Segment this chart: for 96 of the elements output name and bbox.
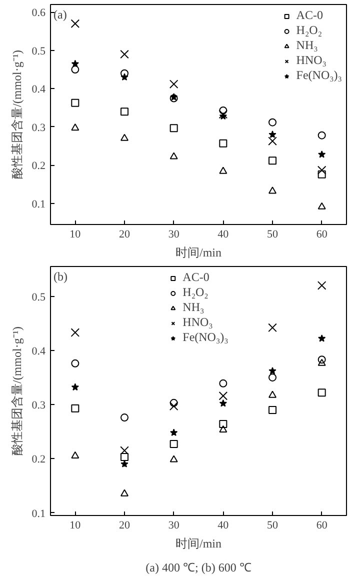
legend-label: HNO₃: [182, 315, 213, 330]
point: [120, 489, 128, 496]
point: [120, 50, 129, 59]
y-tick-label: 0.3: [32, 122, 46, 134]
point: [71, 404, 80, 412]
point: [318, 150, 326, 158]
point: [318, 334, 326, 342]
legend-label: AC-0: [296, 8, 323, 23]
legend-label: NH₃: [182, 300, 204, 315]
point: [219, 112, 227, 120]
y-tick-label: 0.5: [32, 291, 46, 304]
point: [71, 359, 80, 368]
point: [219, 166, 228, 174]
y-tick-label: 0.5: [32, 45, 46, 58]
point: [170, 398, 178, 407]
point: [268, 130, 276, 138]
legend-label: H₂O₂: [182, 285, 208, 300]
point: [219, 379, 228, 388]
point: [71, 60, 79, 68]
annotation: (b): [54, 270, 68, 284]
y-tick-label: 0.1: [32, 198, 46, 210]
y-tick-label: 0.3: [32, 400, 46, 412]
point: [170, 455, 178, 462]
x-tick-label: 20: [119, 228, 130, 240]
point: [71, 66, 80, 74]
point: [268, 323, 277, 332]
x-axis-title: 时间/min: [176, 246, 222, 260]
x-tick-label: 30: [168, 228, 180, 240]
point: [268, 136, 277, 146]
point: [70, 328, 80, 337]
y-tick-label: 0.4: [32, 84, 46, 96]
x-tick-label: 20: [119, 520, 130, 532]
point: [71, 98, 80, 107]
point: [120, 460, 128, 468]
point: [120, 446, 129, 455]
legend-label: HNO₃: [296, 53, 326, 68]
x-tick-label: 30: [168, 520, 180, 532]
point: [219, 399, 227, 407]
point: [219, 106, 228, 114]
point: [71, 124, 80, 131]
point: [71, 383, 79, 391]
text: (a) 400 ℃; (b) 600 ℃: [146, 560, 252, 574]
x-tick-label: 40: [218, 520, 230, 532]
point: [169, 402, 178, 411]
point: [219, 420, 228, 428]
y-tick-label: 0.4: [32, 345, 46, 358]
point: [170, 428, 178, 436]
x-tick-label: 10: [70, 520, 82, 532]
legend-label: Fe(NO₃)₃: [182, 330, 228, 345]
x-tick-label: 50: [267, 228, 278, 240]
point: [318, 388, 326, 397]
point: [170, 440, 178, 448]
x-tick-label: 40: [218, 228, 230, 240]
point: [268, 186, 276, 194]
point: [268, 366, 276, 374]
point: [268, 390, 276, 398]
point: [170, 152, 178, 160]
legend-label: NH₃: [296, 38, 318, 53]
y-tick-label: 0.6: [32, 7, 46, 20]
point: [218, 391, 228, 400]
y-tick-label: 0.2: [32, 160, 46, 172]
point: [70, 19, 80, 28]
y-axis-title: 酸性基团含量/(mmol·g⁻¹): [10, 326, 24, 456]
point: [169, 80, 178, 88]
point: [71, 451, 80, 458]
point: [317, 166, 326, 175]
x-tick-label: 60: [316, 520, 328, 532]
point: [318, 170, 326, 178]
annotation: (a): [54, 8, 67, 22]
point: [219, 425, 228, 432]
x-tick-label: 50: [267, 520, 278, 532]
point: [219, 139, 228, 148]
x-axis-title: 时间/min: [176, 536, 222, 550]
y-axis-title: 酸性基团含量/(mmol·g⁻¹): [10, 50, 24, 179]
point: [170, 124, 178, 132]
point: [120, 108, 128, 116]
point: [318, 131, 326, 140]
y-tick-label: 0.2: [32, 454, 46, 466]
point: [120, 453, 128, 462]
point: [268, 156, 276, 165]
point: [120, 134, 128, 141]
point: [120, 73, 128, 81]
point: [318, 202, 326, 210]
point: [268, 373, 276, 382]
point: [120, 414, 128, 422]
x-tick-label: 10: [70, 228, 82, 240]
legend-label: H₂O₂: [296, 23, 322, 38]
legend-label: Fe(NO₃)₃: [296, 68, 342, 83]
point: [268, 118, 276, 126]
point: [268, 406, 276, 414]
y-tick-label: 0.1: [32, 508, 46, 520]
legend-label: AC-0: [182, 270, 210, 285]
point: [318, 358, 326, 366]
point: [317, 281, 326, 290]
x-tick-label: 60: [316, 228, 328, 240]
point: [318, 356, 326, 364]
